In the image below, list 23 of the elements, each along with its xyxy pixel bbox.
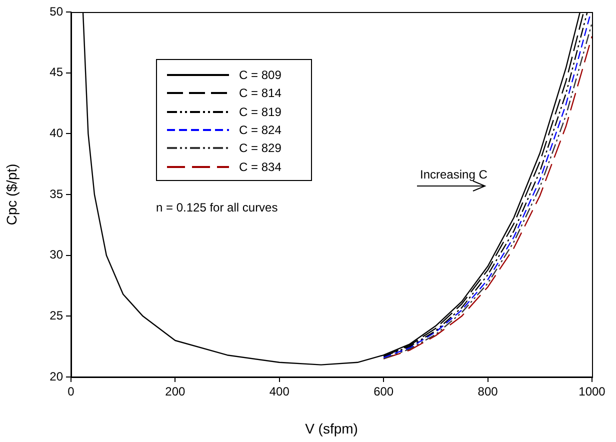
annotation: Increasing C <box>420 167 488 182</box>
legend-label: C = 824 <box>239 123 282 138</box>
y-tick-label: 50 <box>50 4 64 18</box>
legend-label: C = 809 <box>239 68 282 82</box>
x-axis-title: V (sfpm) <box>305 420 358 436</box>
y-axis-title: Cpc ($/pt) <box>3 164 20 226</box>
x-tick-label: 0 <box>68 384 75 399</box>
y-tick-label: 30 <box>50 248 64 262</box>
legend-label: C = 834 <box>239 160 282 174</box>
legend-label: C = 829 <box>239 141 282 156</box>
y-tick-label: 25 <box>50 308 64 322</box>
x-tick-label: 1000 <box>578 384 606 399</box>
annotation: n = 0.125 for all curves <box>156 200 278 214</box>
y-tick-label: 20 <box>50 369 64 384</box>
x-tick-label: 400 <box>269 384 290 399</box>
y-tick-label: 40 <box>50 126 64 140</box>
x-tick-label: 800 <box>478 384 498 399</box>
x-tick-label: 600 <box>374 384 394 399</box>
y-tick-label: 45 <box>50 65 64 80</box>
x-tick-label: 200 <box>165 384 186 399</box>
legend-label: C = 814 <box>239 86 282 100</box>
legend-label: C = 819 <box>239 104 282 119</box>
y-tick-label: 35 <box>50 186 64 201</box>
